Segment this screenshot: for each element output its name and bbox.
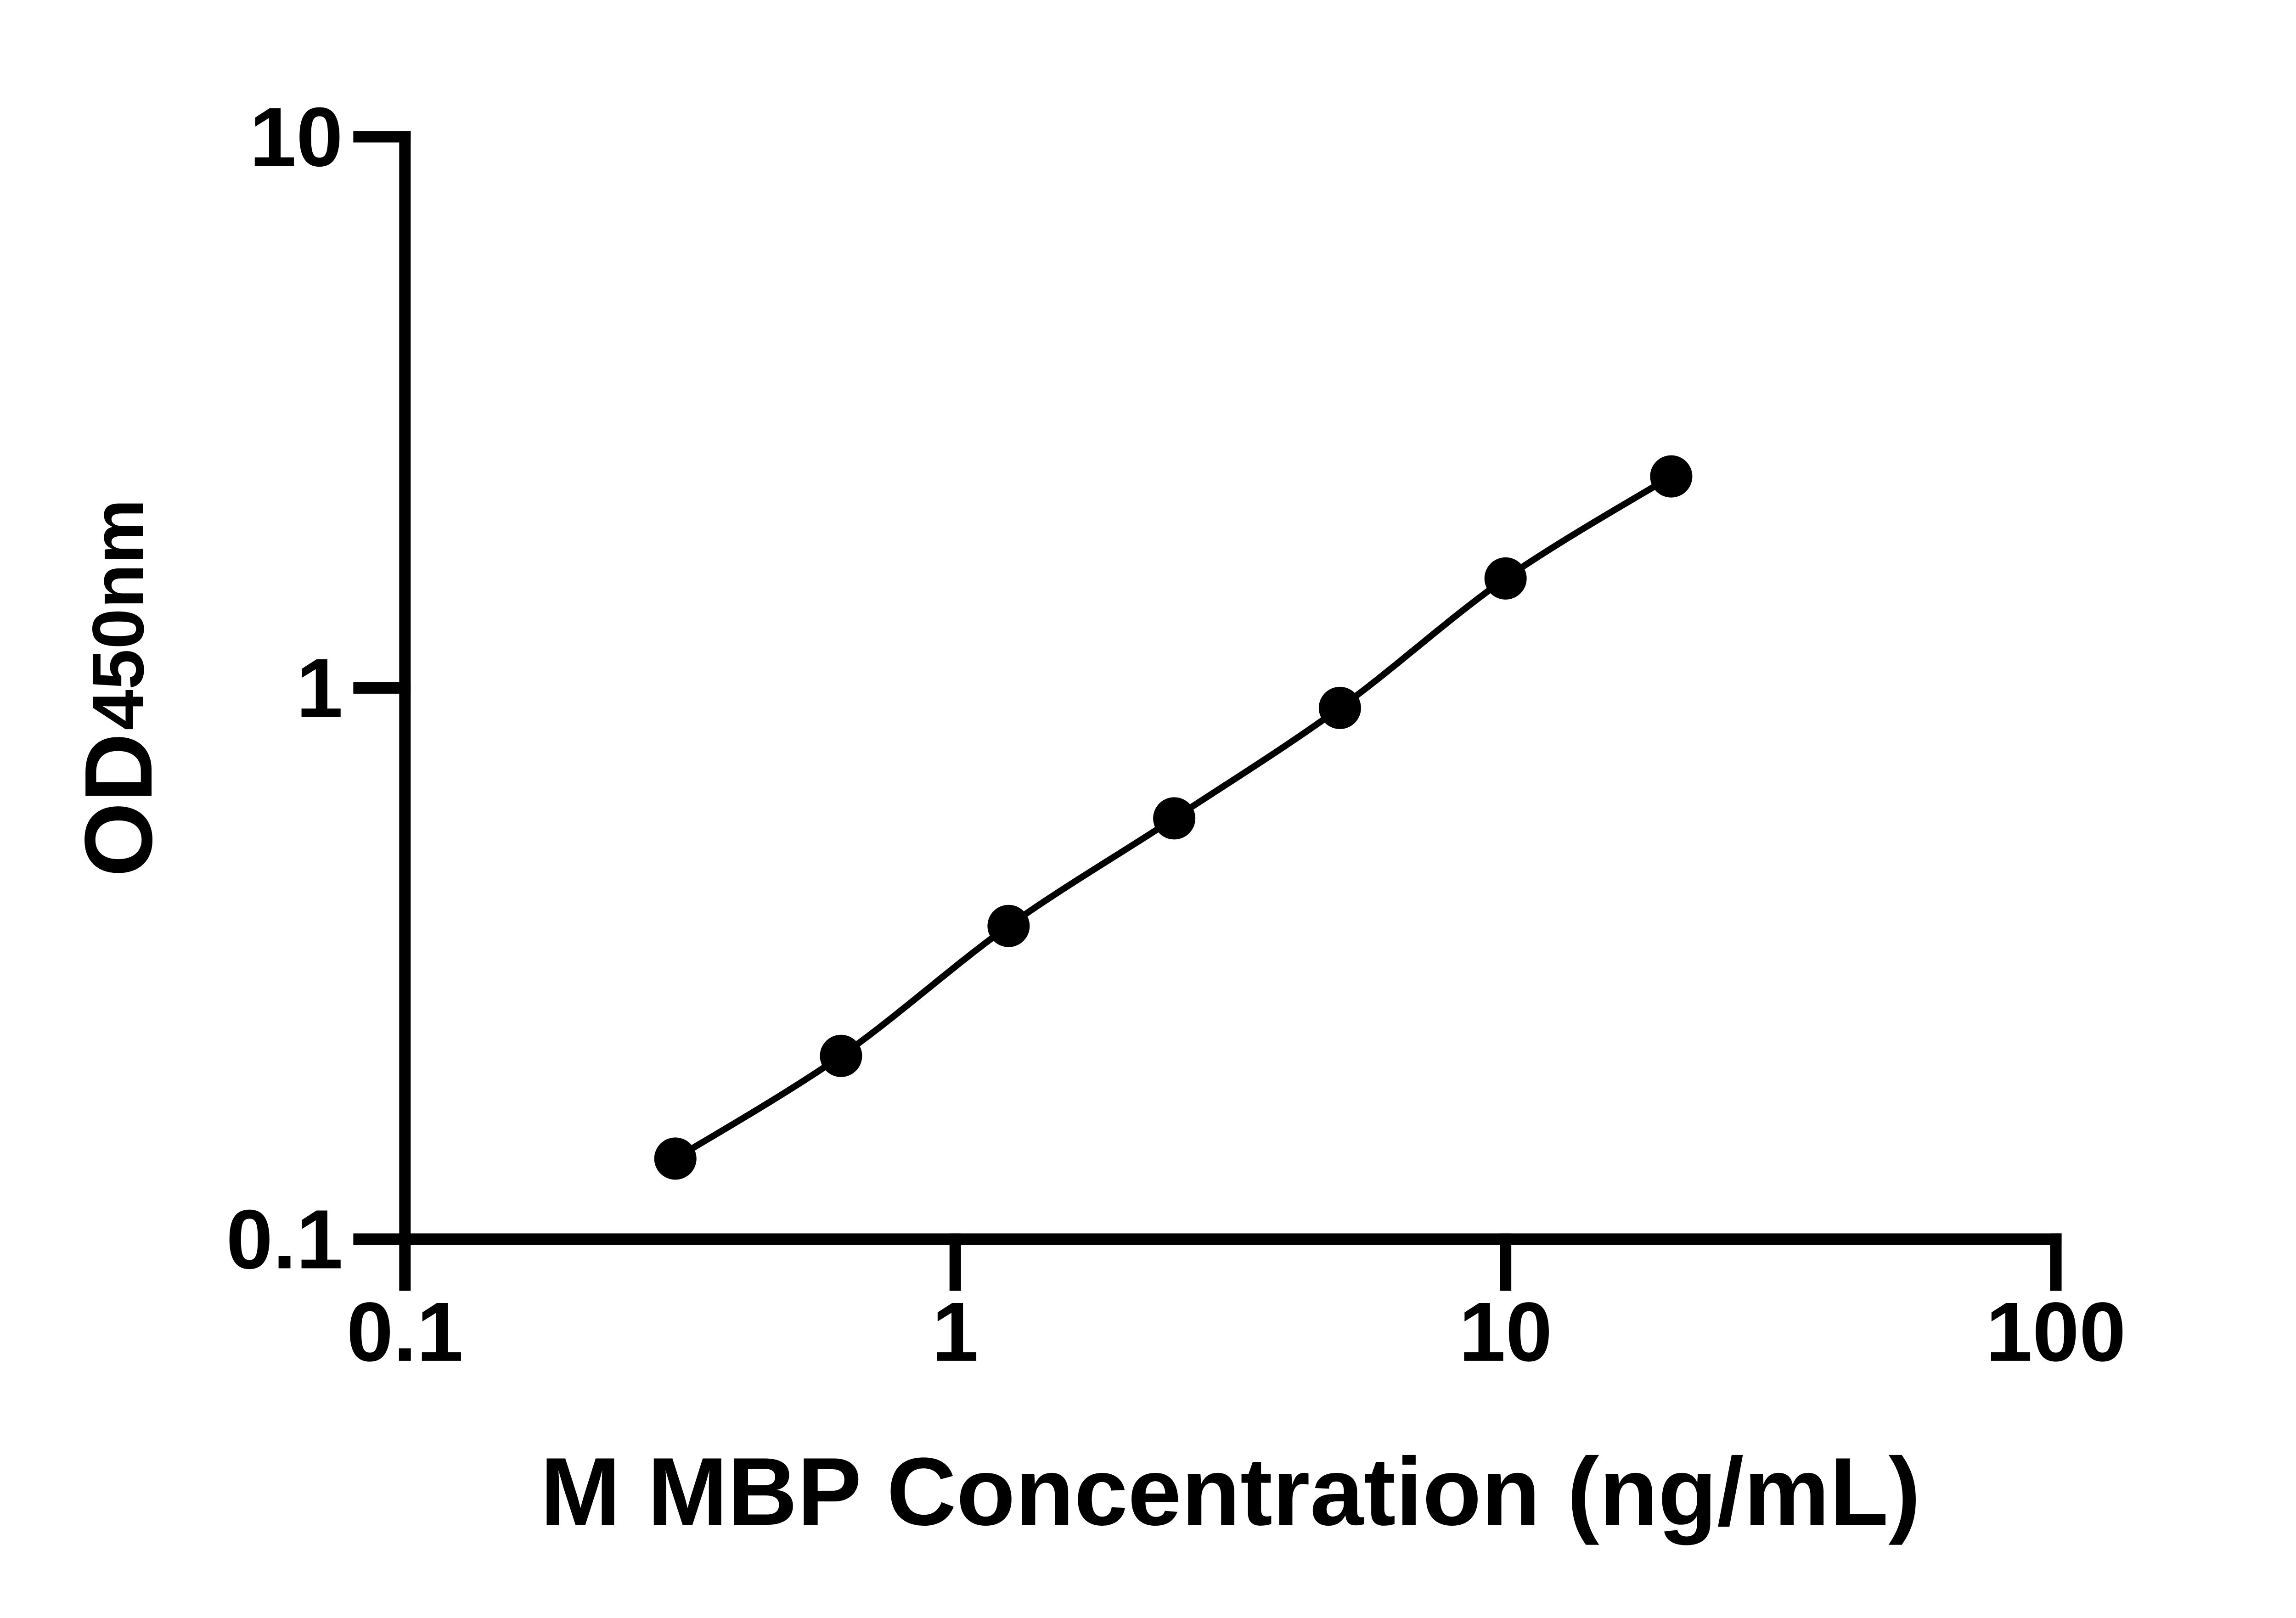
svg-text:10: 10 (249, 90, 343, 184)
svg-text:M MBP Concentration (ng/mL): M MBP Concentration (ng/mL) (540, 1438, 1920, 1545)
svg-text:0.1: 0.1 (347, 1285, 463, 1379)
svg-text:0.1: 0.1 (226, 1192, 343, 1286)
svg-text:10: 10 (1459, 1285, 1553, 1379)
svg-text:OD450nm: OD450nm (65, 499, 172, 877)
svg-text:1: 1 (932, 1285, 979, 1379)
svg-text:100: 100 (1986, 1285, 2126, 1379)
svg-text:1: 1 (296, 641, 343, 735)
